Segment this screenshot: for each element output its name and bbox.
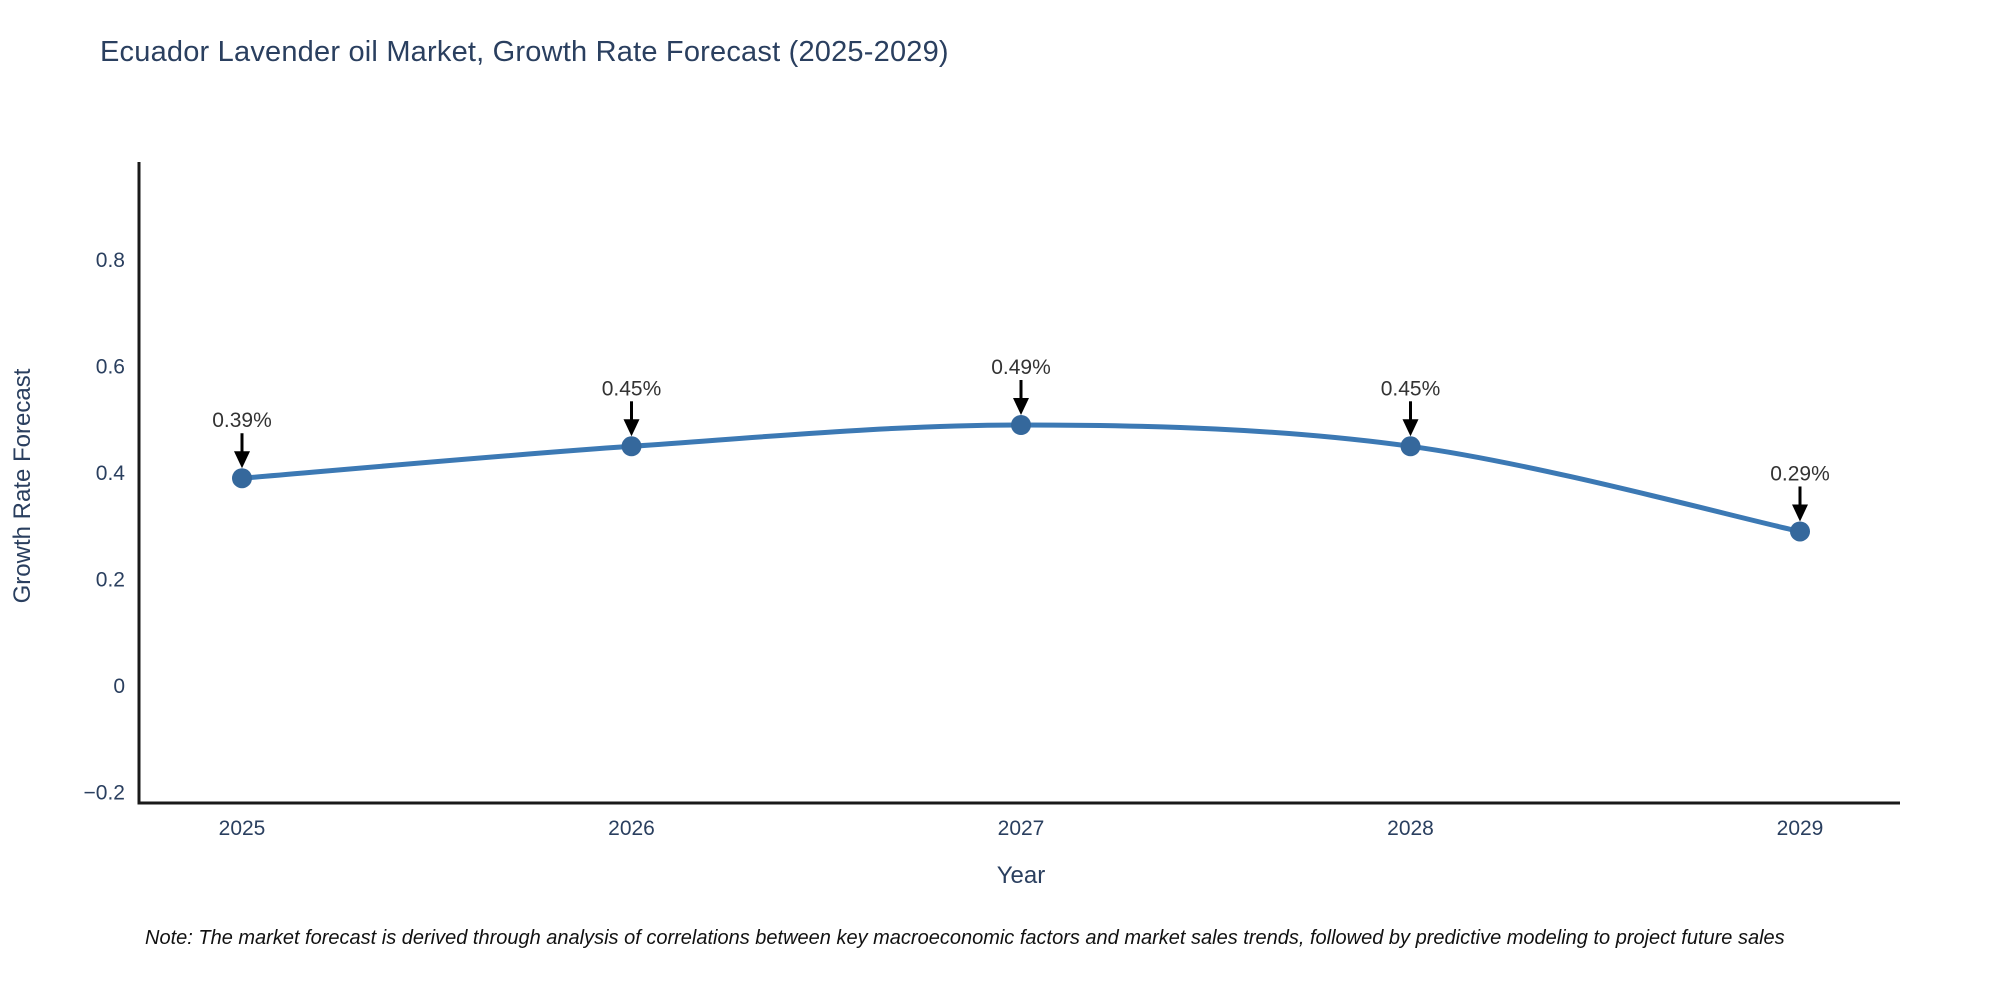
annotation-label: 0.39% bbox=[212, 409, 272, 432]
y-tick-label: 0.8 bbox=[96, 249, 125, 272]
annotation-arrowhead bbox=[1013, 398, 1029, 416]
y-tick-label: 0.2 bbox=[96, 568, 125, 591]
annotation-label: 0.29% bbox=[1770, 462, 1830, 485]
data-point-2026[interactable] bbox=[621, 436, 642, 457]
x-tick-label: 2029 bbox=[1777, 817, 1824, 840]
x-tick-label: 2026 bbox=[608, 817, 655, 840]
y-tick-label: 0.6 bbox=[96, 355, 125, 378]
annotation-arrowhead bbox=[623, 419, 640, 437]
data-point-2027[interactable] bbox=[1011, 415, 1031, 436]
footnote: Note: The market forecast is derived thr… bbox=[145, 927, 1785, 949]
annotation-label: 0.45% bbox=[1381, 377, 1441, 400]
annotation-label: 0.45% bbox=[602, 377, 662, 400]
x-tick-label: 2028 bbox=[1387, 817, 1434, 840]
annotation-label: 0.49% bbox=[991, 356, 1051, 379]
x-tick-label: 2027 bbox=[998, 817, 1045, 840]
annotation-arrowhead bbox=[1792, 504, 1808, 522]
y-tick-label: −0.2 bbox=[84, 781, 125, 804]
x-axis-title: Year bbox=[997, 862, 1046, 889]
y-axis-title: Growth Rate Forecast bbox=[9, 368, 36, 603]
data-point-2029[interactable] bbox=[1790, 521, 1810, 542]
chart-title: Ecuador Lavender oil Market, Growth Rate… bbox=[100, 36, 949, 68]
annotation-arrowhead bbox=[234, 451, 250, 469]
trace-line bbox=[239, 422, 1803, 534]
y-tick-label: 0.4 bbox=[96, 462, 126, 485]
data-point-2025[interactable] bbox=[232, 468, 252, 489]
data-point-2028[interactable] bbox=[1400, 436, 1421, 457]
y-tick-label: 0 bbox=[113, 675, 125, 698]
annotation-arrowhead bbox=[1402, 419, 1419, 437]
x-tick-label: 2025 bbox=[219, 817, 266, 840]
